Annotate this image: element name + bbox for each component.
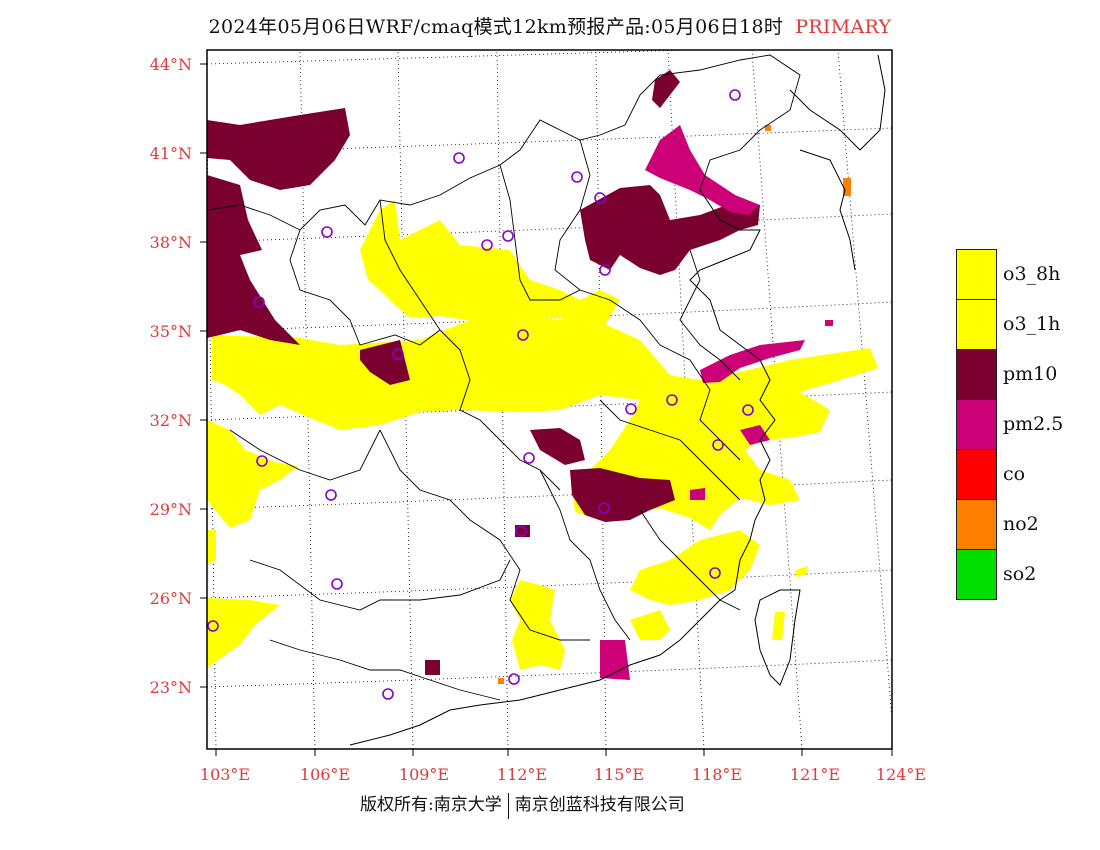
lat-label: 26°N <box>150 589 192 608</box>
lat-ticks <box>200 63 207 688</box>
legend-swatch <box>956 299 997 349</box>
station-markers <box>207 89 754 700</box>
legend-swatch <box>956 549 997 600</box>
coastline <box>349 54 886 746</box>
primary-tag: PRIMARY <box>795 16 892 38</box>
lat-label: 29°N <box>150 500 192 519</box>
lat-label: 44°N <box>150 55 192 74</box>
lon-label: 103°E <box>200 765 250 784</box>
lon-label: 109°E <box>399 765 449 784</box>
lon-label: 121°E <box>790 765 840 784</box>
lon-label: 115°E <box>594 765 644 784</box>
copyright-right: 南京创蓝科技有限公司 <box>514 795 685 815</box>
footer-divider <box>507 792 509 819</box>
province-boundaries <box>207 54 801 701</box>
title-text: 2024年05月06日WRF/cmaq模式12km预报产品:05月06日18时 <box>208 16 784 38</box>
lat-label: 41°N <box>150 144 192 163</box>
pm25-areas <box>600 125 833 680</box>
lon-label: 106°E <box>300 765 350 784</box>
legend-label: pm2.5 <box>1003 413 1064 435</box>
map-title: 2024年05月06日WRF/cmaq模式12km预报产品:05月06日18时 P… <box>0 12 1100 39</box>
lat-label: 23°N <box>150 678 192 697</box>
no2-areas <box>498 125 851 684</box>
legend-label: pm10 <box>1003 363 1058 385</box>
lat-label: 32°N <box>150 411 192 430</box>
map-frame <box>206 49 893 750</box>
legend-swatch <box>956 349 997 399</box>
lon-label: 112°E <box>497 765 547 784</box>
legend-label: no2 <box>1003 513 1039 535</box>
lat-label: 38°N <box>150 233 192 252</box>
copyright-footer: 版权所有:南京大学 南京创蓝科技有限公司 <box>360 790 685 819</box>
legend-swatch <box>956 249 997 299</box>
legend-swatch <box>956 499 997 549</box>
lon-ticks <box>215 749 893 756</box>
legend-swatch <box>956 399 997 449</box>
legend-label: so2 <box>1003 563 1037 585</box>
lon-label: 124°E <box>876 765 926 784</box>
legend-label: o3_8h <box>1003 263 1061 285</box>
legend-label: o3_1h <box>1003 313 1061 335</box>
lon-label: 118°E <box>692 765 742 784</box>
copyright-left: 版权所有:南京大学 <box>360 795 502 815</box>
lat-label: 35°N <box>150 322 192 341</box>
legend-label: co <box>1003 463 1026 485</box>
legend-swatch <box>956 449 997 499</box>
pm10-areas <box>207 70 760 675</box>
